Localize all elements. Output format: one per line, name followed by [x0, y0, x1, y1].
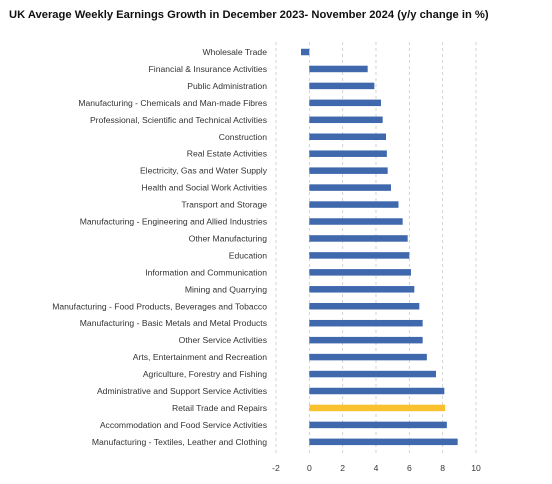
bar	[309, 65, 368, 73]
category-label: Manufacturing - Chemicals and Man-made F…	[78, 98, 267, 108]
category-label: Manufacturing - Basic Metals and Metal P…	[80, 318, 267, 328]
bar	[309, 303, 420, 310]
bar	[301, 48, 310, 56]
bar	[309, 421, 447, 429]
category-label: Professional, Scientific and Technical A…	[90, 115, 267, 125]
bar	[309, 353, 427, 361]
bar	[309, 269, 411, 276]
gridlines	[275, 42, 477, 456]
x-tick-label: 8	[440, 463, 445, 473]
category-label: Administrative and Support Service Activ…	[97, 386, 267, 396]
category-label: Health and Social Work Activities	[142, 183, 267, 193]
category-label: Agriculture, Forestry and Fishing	[143, 369, 267, 379]
category-labels: Wholesale Trade Financial & Insurance Act…	[52, 47, 268, 447]
category-label: Accommodation and Food Service Activitie…	[100, 420, 267, 430]
bar	[309, 167, 388, 174]
category-label: Information and Communication	[145, 267, 267, 277]
bars	[301, 48, 458, 446]
bar	[309, 133, 386, 140]
bar	[309, 82, 375, 90]
category-label: Manufacturing - Food Products, Beverages…	[52, 301, 267, 311]
bar	[309, 235, 408, 242]
bar	[309, 336, 423, 344]
bar-highlighted	[309, 404, 446, 412]
category-label: Construction	[219, 132, 267, 142]
x-tick-label: 2	[340, 463, 345, 473]
category-label: Real Estate Activities	[187, 149, 267, 159]
bar	[309, 252, 410, 259]
bar	[309, 201, 399, 208]
bar	[309, 319, 423, 327]
x-tick-label: 4	[374, 463, 379, 473]
bar	[309, 438, 458, 446]
category-label: Transport and Storage	[181, 200, 267, 210]
x-axis-ticks: -2 0 2 4 6 8 10	[272, 463, 481, 473]
category-label: Education	[229, 250, 267, 260]
bar	[309, 99, 381, 107]
category-label: Electricity, Gas and Water Supply	[140, 166, 268, 176]
bar	[309, 116, 383, 124]
bar	[309, 387, 445, 395]
chart-title: UK Average Weekly Earnings Growth in Dec…	[9, 9, 489, 21]
category-label: Retail Trade and Repairs	[172, 403, 267, 413]
x-tick-label: 10	[471, 463, 481, 473]
category-label: Manufacturing - Engineering and Allied I…	[80, 217, 267, 227]
x-tick-label: 6	[407, 463, 412, 473]
category-label: Financial & Insurance Activities	[149, 64, 267, 74]
category-label: Other Manufacturing	[189, 233, 268, 243]
category-label: Arts, Entertainment and Recreation	[133, 352, 267, 362]
bar	[309, 370, 436, 378]
x-tick-label: -2	[272, 463, 280, 473]
category-label: Other Service Activities	[179, 335, 267, 345]
bar	[309, 218, 403, 225]
x-tick-label: 0	[307, 463, 312, 473]
bar	[309, 286, 415, 293]
category-label: Wholesale Trade	[203, 47, 268, 57]
bar	[309, 184, 391, 191]
category-label: Manufacturing - Textiles, Leather and Cl…	[92, 437, 267, 447]
category-label: Public Administration	[187, 81, 267, 91]
bar	[309, 150, 387, 157]
category-label: Mining and Quarrying	[185, 284, 267, 294]
